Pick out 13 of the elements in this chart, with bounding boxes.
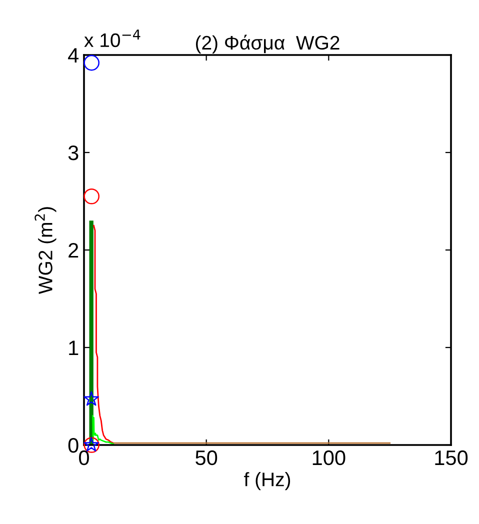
x-axis-title: f (Hz)	[244, 472, 290, 490]
y-axis-title: WG2 (m$^{2}$)	[34, 207, 56, 294]
chart-title: (2) Φάσμα WG2	[196, 34, 340, 54]
y-tick-label: 2	[68, 243, 78, 258]
x-tick-label: 0	[79, 450, 89, 466]
y-tick-label: 0	[68, 438, 78, 453]
x-tick-label: 150	[435, 450, 468, 466]
y-tick-label: 3	[68, 146, 78, 160]
y-tick-label: 1	[69, 340, 78, 356]
x-tick-label: 100	[312, 450, 346, 466]
x-tick-label: 50	[196, 450, 218, 466]
text: x 10$^{−4}$	[84, 30, 140, 48]
y-tick-label: 4	[68, 48, 79, 63]
